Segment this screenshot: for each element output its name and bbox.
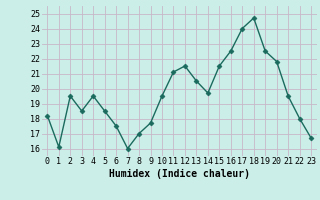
X-axis label: Humidex (Indice chaleur): Humidex (Indice chaleur) [109, 169, 250, 179]
